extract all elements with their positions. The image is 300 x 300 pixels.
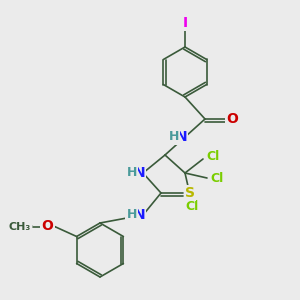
Text: N: N [176, 130, 187, 144]
Text: H: H [169, 130, 179, 143]
Text: methoxy: methoxy [28, 225, 34, 226]
Text: Cl: Cl [210, 172, 224, 184]
Text: S: S [185, 186, 195, 200]
Text: O: O [226, 112, 238, 126]
Text: O: O [42, 220, 54, 233]
Text: I: I [182, 16, 188, 30]
Text: Cl: Cl [185, 200, 199, 214]
Text: N: N [134, 166, 145, 180]
Text: Cl: Cl [206, 151, 220, 164]
Text: H: H [127, 167, 137, 179]
Text: H: H [127, 208, 137, 221]
Text: CH₃: CH₃ [8, 221, 31, 232]
Text: N: N [134, 208, 145, 222]
